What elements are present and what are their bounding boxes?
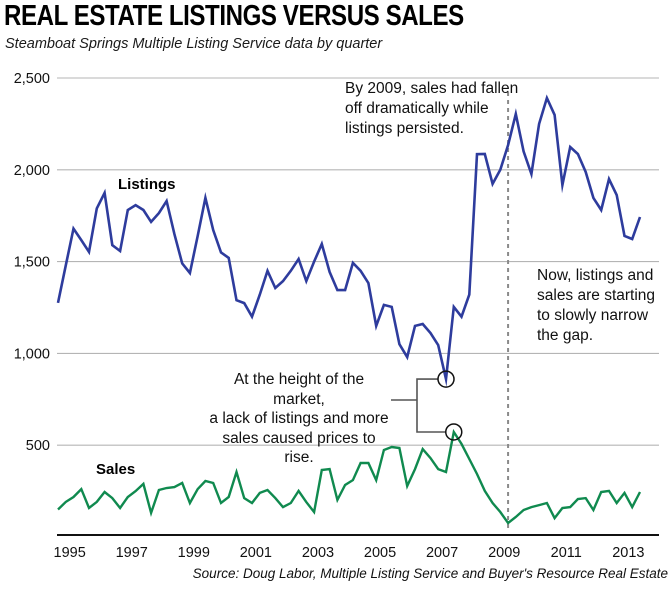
x-tick-label-1995: 1995 — [54, 545, 86, 561]
page-title: REAL ESTATE LISTINGS VERSUS SALES — [4, 0, 464, 32]
sales-series-label: Sales — [96, 461, 136, 478]
y-tick-label-500: 500 — [26, 438, 50, 454]
y-tick-label-2500: 2,500 — [14, 71, 50, 87]
y-tick-label-1500: 1,500 — [14, 255, 50, 271]
sales-line — [57, 428, 642, 525]
y-tick-label-1000: 1,000 — [14, 346, 50, 362]
x-tick-label-2011: 2011 — [551, 545, 582, 561]
x-tick-label-1999: 1999 — [178, 545, 210, 561]
x-tick-label-2003: 2003 — [302, 545, 334, 561]
chart-subtitle: Steamboat Springs Multiple Listing Servi… — [5, 36, 383, 52]
x-tick-label-2007: 2007 — [426, 545, 458, 561]
annotation-narrowing-gap: Now, listings and sales are starting to … — [537, 267, 656, 344]
x-tick-label-2009: 2009 — [488, 545, 520, 561]
source-credit: Source: Doug Labor, Multiple Listing Ser… — [192, 566, 668, 581]
listings-series-label: Listings — [118, 176, 176, 193]
annotation-bracket — [416, 378, 446, 433]
x-tick-label-2013: 2013 — [612, 545, 644, 561]
x-tick-label-2005: 2005 — [364, 545, 396, 561]
highlight-circle-sales — [445, 423, 463, 441]
annotation-by-2009: By 2009, sales had fallen off dramatical… — [345, 80, 519, 137]
annotation-height-of-market: At the height of the market, a lack of l… — [209, 371, 389, 466]
x-tick-label-1997: 1997 — [116, 545, 148, 561]
x-tick-label-2001: 2001 — [240, 545, 272, 561]
listings-line — [56, 94, 642, 387]
y-tick-label-2000: 2,000 — [14, 163, 50, 179]
highlight-circle-listings — [437, 370, 455, 388]
